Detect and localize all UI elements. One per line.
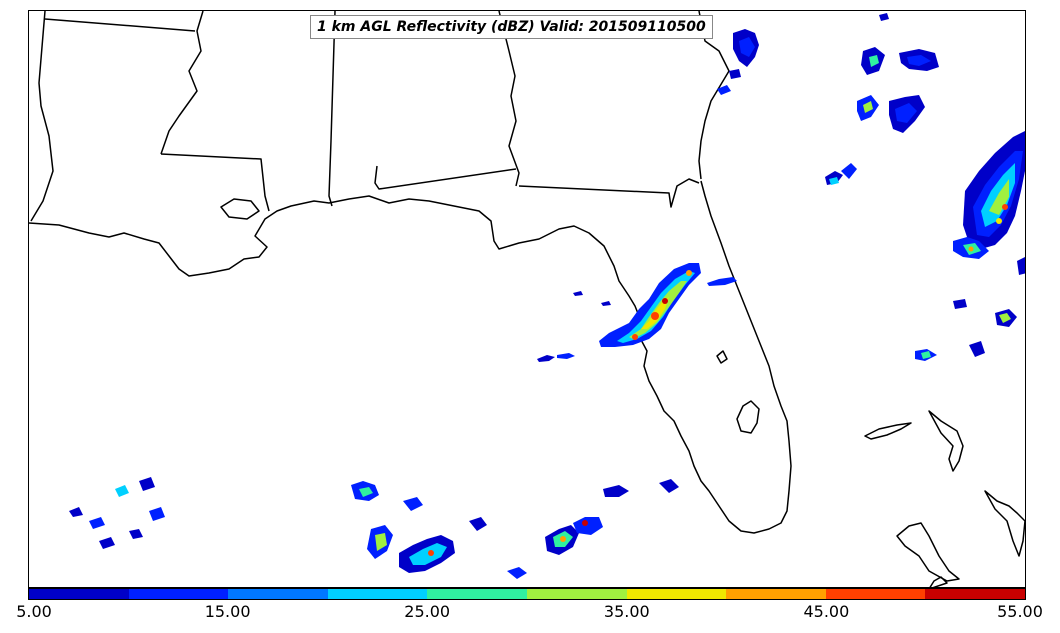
cuba-east-fragment <box>929 576 948 587</box>
eleuthera-island <box>984 490 1025 557</box>
andros-island <box>864 422 912 440</box>
colorbar-tick-label: 35.00 <box>603 602 650 621</box>
reflectivity-echoes <box>69 13 1025 579</box>
alabama-georgia-border <box>498 11 520 187</box>
mississippi-river-border <box>160 11 204 155</box>
colorbar-segment <box>925 589 1025 599</box>
louisiana-mississippi-south-border <box>160 153 270 212</box>
echo-cluster-southeast-coast <box>717 29 759 95</box>
cuba-north-coast <box>896 522 960 582</box>
colorbar-segment <box>526 589 627 599</box>
mississippi-alabama-border <box>328 11 336 207</box>
map-canvas <box>29 11 1025 587</box>
colorbar-segment <box>825 589 926 599</box>
echo-cluster-atlantic-east <box>915 131 1025 361</box>
geographic-boundaries <box>29 11 1025 587</box>
colorbar-segment <box>228 589 328 599</box>
colorbar-segment <box>29 589 129 599</box>
echo-cluster-southern-gulf <box>69 477 679 579</box>
colorbar-tick-label: 55.00 <box>997 602 1043 621</box>
reflectivity-colorbar <box>28 588 1026 600</box>
abaco-island <box>928 410 964 472</box>
colorbar-segment <box>726 589 826 599</box>
alabama-florida-border <box>374 165 517 190</box>
colorbar-segment <box>327 589 428 599</box>
colorbar-tick-label: 15.00 <box>204 602 251 621</box>
colorbar-segment <box>128 589 229 599</box>
louisiana-north-border <box>44 18 196 32</box>
colorbar-segment <box>626 589 727 599</box>
colorbar-tick-label: 25.00 <box>404 602 451 621</box>
colorbar-tick-label: 45.00 <box>803 602 850 621</box>
echo-cluster-central-florida <box>537 263 737 362</box>
map-title: 1 km AGL Reflectivity (dBZ) Valid: 20150… <box>310 15 713 39</box>
atlantic-coast-north <box>698 11 730 180</box>
lake-okeechobee <box>736 400 760 434</box>
louisiana-west-border <box>30 11 54 222</box>
echo-cluster-atlantic-north <box>825 13 939 185</box>
gulf-coast <box>29 180 792 534</box>
georgia-florida-border <box>518 178 700 208</box>
reflectivity-map <box>28 10 1026 588</box>
lake-pontchartrain <box>220 198 260 220</box>
colorbar-tick-label: 5.00 <box>16 602 52 621</box>
colorbar-segment <box>427 589 527 599</box>
central-florida-lake <box>716 350 728 364</box>
